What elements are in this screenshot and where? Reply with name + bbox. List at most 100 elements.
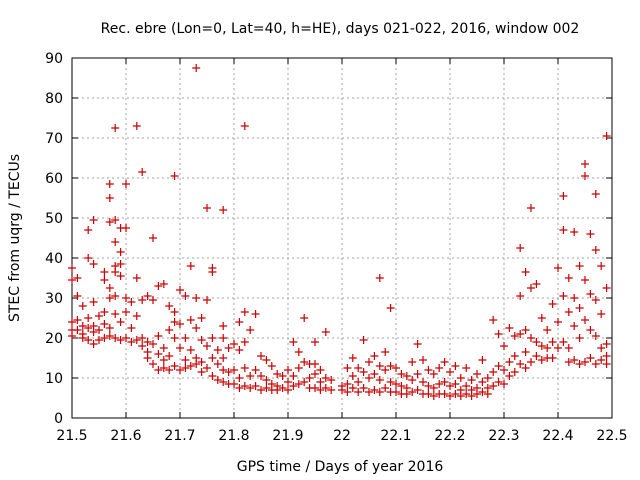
- x-tick-label: 22: [333, 428, 351, 444]
- chart-title: Rec. ebre (Lon=0, Lat=40, h=HE), days 02…: [101, 21, 580, 37]
- data-point: [505, 372, 514, 380]
- y-axis-label: STEC from uqrg / TECUs: [7, 154, 23, 322]
- data-point: [170, 334, 179, 342]
- data-point: [381, 366, 390, 374]
- data-point: [186, 346, 195, 354]
- data-point: [89, 216, 98, 224]
- data-point: [73, 326, 82, 334]
- data-point: [375, 274, 384, 282]
- data-point: [597, 344, 606, 352]
- data-point: [516, 292, 525, 300]
- data-point: [95, 326, 103, 334]
- data-point: [532, 280, 541, 288]
- x-tick-label: 21.5: [56, 428, 87, 444]
- data-point: [251, 366, 260, 374]
- data-point: [575, 304, 584, 312]
- data-point: [386, 304, 395, 312]
- data-point: [89, 260, 98, 268]
- data-point: [435, 380, 444, 388]
- data-point: [262, 356, 271, 364]
- data-point: [89, 340, 98, 348]
- data-point: [446, 368, 454, 376]
- data-point: [359, 384, 368, 392]
- data-point: [521, 348, 530, 356]
- data-point: [240, 308, 249, 316]
- data-point: [186, 362, 195, 370]
- data-point: [262, 384, 271, 392]
- data-point: [240, 122, 249, 130]
- data-point: [197, 358, 206, 366]
- data-point: [316, 386, 325, 394]
- data-point: [224, 368, 233, 376]
- data-point: [143, 292, 152, 300]
- data-point: [213, 346, 222, 354]
- data-point: [392, 364, 400, 372]
- data-point: [446, 382, 454, 390]
- data-point: [494, 330, 503, 338]
- data-point: [176, 286, 184, 294]
- data-point: [527, 204, 535, 212]
- data-point: [192, 324, 201, 332]
- data-point: [375, 388, 384, 396]
- data-point: [68, 276, 76, 284]
- data-point: [478, 388, 487, 396]
- data-point: [208, 354, 217, 362]
- data-point: [84, 254, 93, 262]
- data-point: [451, 380, 460, 388]
- data-point: [149, 234, 157, 242]
- data-point: [548, 338, 557, 346]
- data-point: [591, 296, 600, 304]
- data-point: [192, 64, 201, 72]
- data-point: [100, 320, 109, 328]
- data-point: [122, 224, 130, 232]
- data-point: [132, 122, 141, 130]
- data-point: [132, 274, 141, 282]
- data-point: [154, 332, 163, 340]
- data-point: [311, 360, 319, 368]
- data-point: [581, 172, 589, 180]
- data-point: [89, 298, 98, 306]
- data-point: [570, 322, 579, 330]
- data-point: [456, 392, 465, 400]
- data-point: [127, 324, 136, 332]
- data-point: [516, 244, 525, 252]
- data-point: [473, 370, 481, 378]
- data-point: [240, 364, 249, 372]
- data-point: [397, 370, 406, 378]
- data-points: [68, 64, 611, 400]
- y-tick-label: 10: [45, 371, 63, 387]
- data-point: [284, 366, 292, 374]
- data-point: [505, 358, 514, 366]
- plot-frame: [71, 57, 613, 419]
- data-point: [230, 340, 238, 348]
- data-point: [483, 374, 492, 382]
- data-point: [219, 378, 228, 386]
- data-point: [170, 172, 179, 180]
- data-point: [516, 360, 525, 368]
- x-tick-label: 22.4: [542, 428, 573, 444]
- data-point: [159, 280, 168, 288]
- data-point: [300, 358, 309, 366]
- data-point: [370, 386, 379, 394]
- data-point: [602, 352, 611, 360]
- data-point: [111, 292, 120, 300]
- data-point: [311, 370, 319, 378]
- data-point: [138, 168, 147, 176]
- data-point: [219, 334, 228, 342]
- data-point: [278, 372, 287, 380]
- data-point: [354, 388, 363, 396]
- data-point: [213, 360, 222, 368]
- data-point: [235, 346, 244, 354]
- data-point: [246, 372, 255, 380]
- data-point: [235, 318, 244, 326]
- data-point: [564, 358, 573, 366]
- data-point: [354, 364, 363, 372]
- data-point: [300, 378, 309, 386]
- data-point: [208, 268, 217, 276]
- data-point: [494, 362, 503, 370]
- data-point: [208, 372, 217, 380]
- data-point: [392, 380, 400, 388]
- data-point: [564, 274, 573, 282]
- data-point: [575, 360, 584, 368]
